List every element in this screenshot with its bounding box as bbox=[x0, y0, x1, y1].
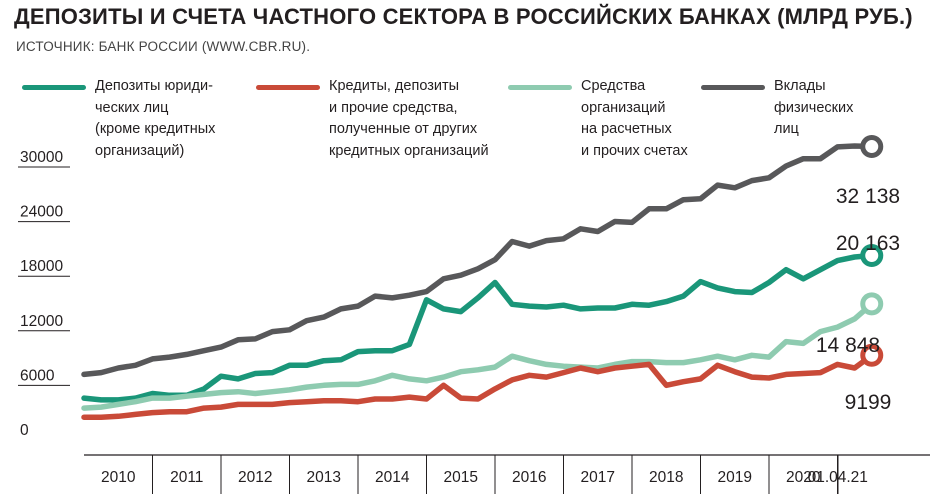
series-end-marker-accounts bbox=[860, 292, 884, 316]
end-value-label-legal_entities: 20 163 bbox=[836, 232, 900, 255]
x-tick-label-6: 2016 bbox=[512, 469, 546, 486]
series-end-marker-interbank bbox=[860, 343, 884, 367]
legend-label-interbank: Кредиты, депозиты и прочие средства, пол… bbox=[329, 78, 489, 159]
y-tick-label-2: 12000 bbox=[20, 313, 63, 330]
y-tick-label-4: 24000 bbox=[20, 204, 63, 221]
legend-swatch-legal-entities bbox=[22, 85, 86, 90]
legend-swatch-accounts bbox=[508, 85, 572, 90]
x-tick-label-5: 2015 bbox=[444, 469, 478, 486]
x-tick-label-3: 2013 bbox=[307, 469, 341, 486]
chart-source: ИСТОЧНИК: БАНК РОССИИ (WWW.CBR.RU). bbox=[16, 39, 311, 54]
series-line-households bbox=[81, 143, 875, 378]
x-tick-label-10: 2020 bbox=[786, 469, 821, 486]
x-tick-label-9: 2019 bbox=[718, 469, 752, 486]
series-line-interbank bbox=[81, 352, 875, 420]
x-tick-label-1: 2011 bbox=[170, 469, 203, 486]
end-value-label-interbank: 9199 bbox=[845, 391, 892, 414]
series-end-marker-households bbox=[860, 135, 884, 159]
x-tick-label-7: 2017 bbox=[581, 469, 615, 486]
legend-swatch-households bbox=[701, 85, 765, 90]
y-tick-label-0: 0 bbox=[20, 422, 29, 439]
end-value-label-households: 32 138 bbox=[836, 185, 900, 208]
end-value-label-accounts: 14 848 bbox=[816, 334, 880, 357]
x-tick-label-0: 2010 bbox=[101, 469, 136, 486]
x-tick-label-4: 2014 bbox=[375, 469, 410, 486]
y-tick-label-3: 18000 bbox=[20, 258, 63, 275]
x-tick-label-8: 2018 bbox=[649, 469, 683, 486]
legend-label-accounts: Средства организаций на расчетных и проч… bbox=[581, 78, 688, 159]
series-line-accounts bbox=[81, 301, 875, 411]
legend-swatch-interbank bbox=[256, 85, 320, 90]
series-line-legal_entities bbox=[81, 252, 875, 403]
x-tick-label-2: 2012 bbox=[238, 469, 272, 486]
chart-title: ДЕПОЗИТЫ И СЧЕТА ЧАСТНОГО СЕКТОРА В РОСС… bbox=[14, 4, 913, 29]
series-end-marker-legal_entities bbox=[860, 244, 884, 268]
x-tick-label-11: 01.04.21 bbox=[808, 469, 868, 486]
legend-label-households: Вклады физических лиц bbox=[774, 78, 854, 137]
legend-label-legal-entities: Депозиты юриди- ческих лиц (кроме кредит… bbox=[95, 78, 216, 159]
y-tick-label-1: 6000 bbox=[20, 367, 55, 384]
y-tick-label-5: 30000 bbox=[20, 149, 63, 166]
